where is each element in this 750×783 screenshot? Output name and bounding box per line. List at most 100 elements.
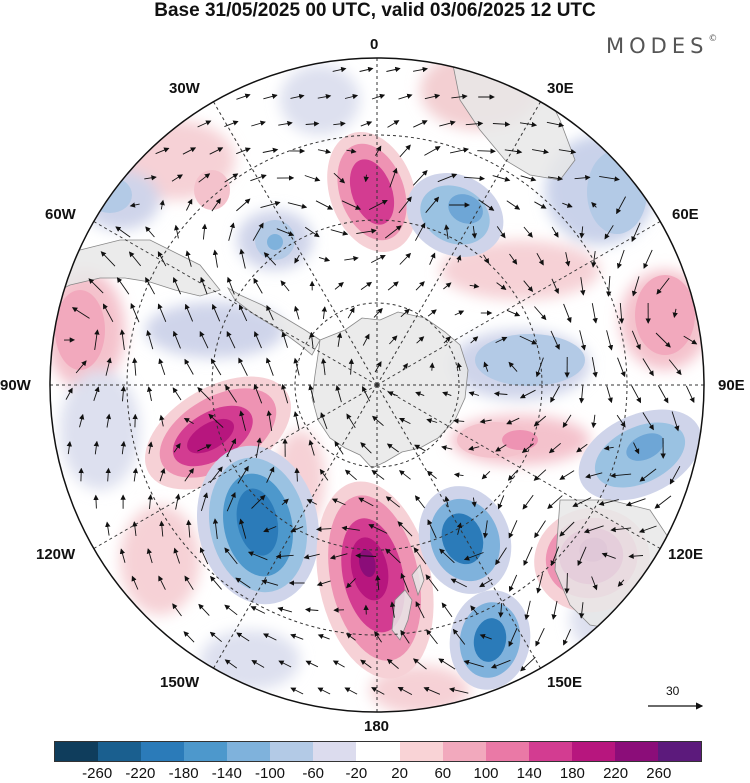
wind-vector xyxy=(591,357,598,378)
wind-vector xyxy=(631,222,641,243)
wind-vector xyxy=(444,495,450,508)
wind-vector xyxy=(412,170,428,186)
wind-vector xyxy=(266,466,275,483)
wind-vector xyxy=(616,414,626,428)
wind-vector xyxy=(453,418,465,424)
wind-vector xyxy=(128,251,142,267)
wind-vector xyxy=(631,330,641,351)
weak-neg-blob xyxy=(60,370,140,490)
wind-vector xyxy=(492,175,511,182)
wind-vector xyxy=(497,495,505,510)
brand-text: MODES xyxy=(606,34,709,58)
wind-vector xyxy=(471,497,477,508)
colorbar-tick-label: 220 xyxy=(603,765,629,782)
negative-anomaly-tasman-south xyxy=(418,486,512,594)
wind-vector xyxy=(66,441,72,455)
wind-vector xyxy=(387,120,400,128)
wind-vector xyxy=(655,332,671,348)
wind-vector xyxy=(251,494,266,509)
wind-vector xyxy=(250,174,267,182)
wind-vector xyxy=(399,252,412,265)
wind-vector xyxy=(551,226,559,238)
wind-vector xyxy=(265,357,274,376)
wind-vector xyxy=(506,309,521,317)
wind-vector xyxy=(547,175,564,182)
wind-vector xyxy=(603,445,614,451)
wind-vector xyxy=(413,66,428,73)
wind-vector xyxy=(546,121,565,128)
wind-vector xyxy=(145,277,155,295)
wind-vector xyxy=(468,445,480,451)
wind-vector xyxy=(415,281,425,291)
wind-vector xyxy=(236,93,251,100)
wind-vector xyxy=(507,469,519,481)
wind-vector xyxy=(335,385,342,403)
colorbar-swatch xyxy=(356,742,400,761)
wind-vector xyxy=(226,491,236,512)
wind-vector xyxy=(559,470,575,480)
wind-vector xyxy=(498,603,504,618)
wind-vector xyxy=(119,548,126,563)
wind-vector xyxy=(129,202,140,208)
wind-vector xyxy=(228,222,235,241)
wind-vector xyxy=(93,440,100,455)
south-america xyxy=(50,239,221,301)
wind-vector xyxy=(250,606,266,614)
wind-vector xyxy=(425,196,440,213)
wind-vector xyxy=(71,307,90,319)
wind-vector xyxy=(120,385,127,402)
wind-vector xyxy=(643,249,653,269)
wind-vector xyxy=(278,660,292,668)
colorbar-swatch xyxy=(141,742,185,761)
colorbar-swatch xyxy=(614,742,658,761)
wind-vector xyxy=(341,525,360,532)
wind-vector xyxy=(389,601,396,618)
wind-vector xyxy=(293,411,300,431)
wind-vector xyxy=(199,330,209,349)
wind-vector xyxy=(522,494,534,510)
wind-vector xyxy=(374,361,382,373)
colorbar-swatch xyxy=(657,742,701,761)
wind-vector xyxy=(548,442,561,454)
colorbar-swatch xyxy=(528,742,572,761)
wind-vector xyxy=(534,201,547,209)
wind-vector xyxy=(332,66,347,73)
wind-vector xyxy=(386,443,399,453)
wind-vector xyxy=(654,495,672,509)
wind-vector xyxy=(146,386,153,401)
wind-vectors xyxy=(63,66,698,695)
wind-vector xyxy=(509,253,518,265)
lon-label-30e: 30E xyxy=(547,80,574,97)
wind-vector xyxy=(465,120,484,127)
wind-vector xyxy=(255,437,262,458)
colorbar-tick-label: -220 xyxy=(125,765,156,782)
wind-vector xyxy=(239,410,247,431)
wind-vector xyxy=(415,601,425,619)
wind-vector xyxy=(341,200,362,210)
wind-vector xyxy=(438,658,456,670)
colorbar-tick-label: 180 xyxy=(559,765,585,782)
wind-vector xyxy=(236,632,250,642)
wind-vector xyxy=(173,547,181,564)
wind-vector xyxy=(318,256,331,262)
wind-vector xyxy=(456,362,462,372)
colorbar-tick-label: -100 xyxy=(254,765,286,782)
wind-vector xyxy=(547,495,563,509)
wind-vector xyxy=(371,93,386,100)
wind-vector xyxy=(172,603,182,617)
wind-vector xyxy=(146,330,154,350)
wind-vector xyxy=(591,576,598,591)
wind-vector xyxy=(616,196,626,215)
land-masses xyxy=(50,58,681,641)
wind-vector xyxy=(201,223,208,240)
wind-vector xyxy=(211,198,221,212)
wind-vector xyxy=(657,385,669,404)
wind-vector xyxy=(147,441,154,454)
weak-pos-blob xyxy=(120,505,200,615)
wind-vector xyxy=(320,358,327,376)
wind-vector xyxy=(397,686,413,695)
wind-vector xyxy=(415,391,425,397)
wind-vector xyxy=(159,467,166,482)
wind-vector xyxy=(576,443,588,453)
wind-vector xyxy=(493,391,508,397)
